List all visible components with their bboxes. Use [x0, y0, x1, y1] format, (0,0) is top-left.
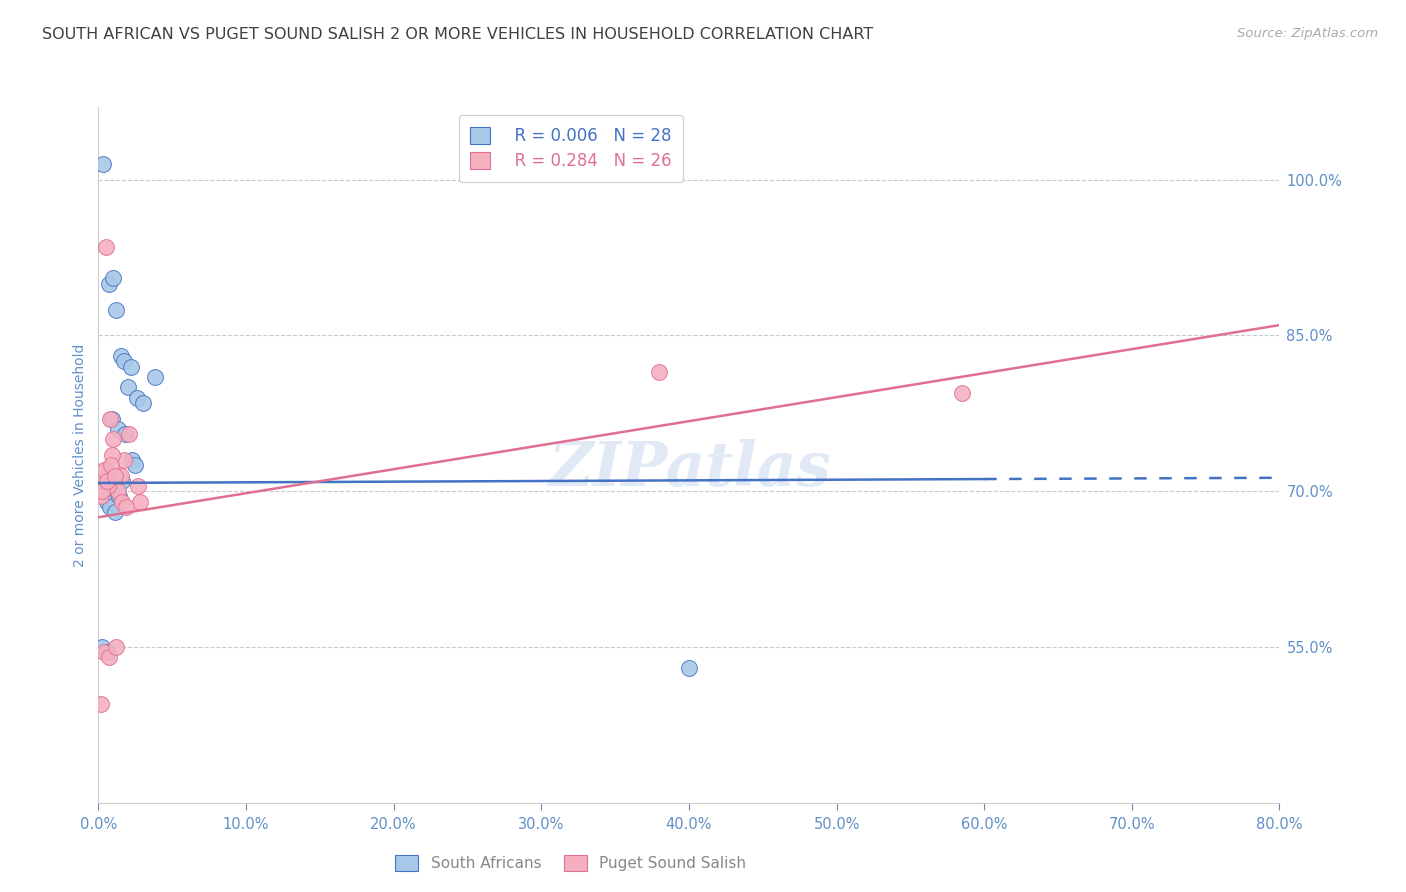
Text: SOUTH AFRICAN VS PUGET SOUND SALISH 2 OR MORE VEHICLES IN HOUSEHOLD CORRELATION : SOUTH AFRICAN VS PUGET SOUND SALISH 2 OR… — [42, 27, 873, 42]
Point — [107, 422, 129, 436]
Point — [128, 494, 150, 508]
Point — [104, 505, 127, 519]
Point — [94, 463, 117, 477]
Point — [125, 391, 148, 405]
Point — [93, 463, 115, 477]
Text: Source: ZipAtlas.com: Source: ZipAtlas.com — [1237, 27, 1378, 40]
Point — [91, 484, 114, 499]
Point — [117, 380, 139, 394]
Point — [91, 640, 114, 654]
Point — [115, 500, 138, 514]
Y-axis label: 2 or more Vehicles in Household: 2 or more Vehicles in Household — [73, 343, 87, 566]
Point — [114, 427, 136, 442]
Point — [127, 479, 149, 493]
Point — [110, 349, 132, 363]
Point — [97, 479, 120, 493]
Point — [103, 271, 125, 285]
Point — [143, 370, 166, 384]
Point — [90, 479, 112, 493]
Point — [950, 385, 973, 400]
Point — [104, 468, 127, 483]
Point — [105, 640, 128, 654]
Point — [120, 359, 142, 374]
Point — [93, 490, 115, 504]
Point — [100, 411, 122, 425]
Point — [97, 277, 120, 291]
Point — [103, 433, 125, 447]
Point — [648, 365, 671, 379]
Legend: South Africans, Puget Sound Salish: South Africans, Puget Sound Salish — [388, 847, 754, 879]
Point — [111, 494, 134, 508]
Point — [96, 474, 118, 488]
Point — [121, 453, 143, 467]
Point — [111, 474, 134, 488]
Point — [132, 396, 155, 410]
Point — [90, 697, 112, 711]
Point — [110, 468, 132, 483]
Point — [118, 427, 141, 442]
Point — [93, 645, 115, 659]
Point — [94, 240, 117, 254]
Point — [100, 458, 122, 473]
Point — [98, 500, 121, 514]
Point — [97, 650, 120, 665]
Point — [100, 448, 122, 462]
Point — [112, 453, 135, 467]
Point — [96, 494, 118, 508]
Point — [105, 302, 128, 317]
Point — [91, 157, 114, 171]
Point — [112, 354, 135, 368]
Point — [678, 661, 700, 675]
Point — [98, 411, 121, 425]
Point — [124, 458, 146, 473]
Text: ZIPatlas: ZIPatlas — [547, 439, 831, 499]
Point — [107, 484, 129, 499]
Point — [90, 484, 112, 499]
Point — [96, 645, 118, 659]
Point — [91, 474, 114, 488]
Point — [90, 490, 112, 504]
Point — [108, 490, 131, 504]
